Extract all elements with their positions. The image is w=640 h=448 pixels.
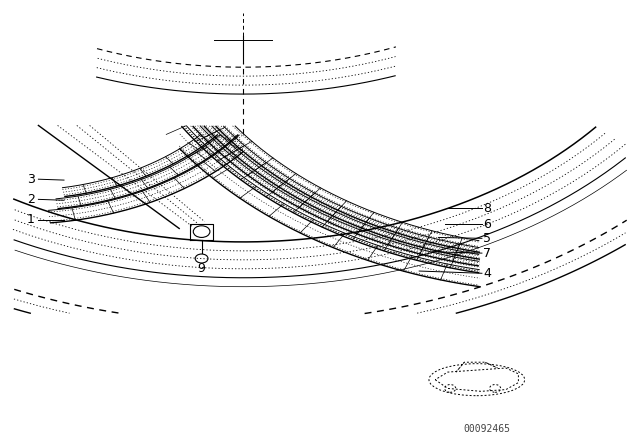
Text: 3: 3: [27, 172, 35, 186]
Text: 5: 5: [483, 232, 492, 245]
Text: 7: 7: [483, 246, 492, 260]
Text: 1: 1: [27, 213, 35, 226]
Text: 9: 9: [198, 262, 205, 276]
Text: 00092465: 00092465: [463, 424, 510, 434]
Text: 4: 4: [483, 267, 491, 280]
Text: 8: 8: [483, 202, 492, 215]
Text: 2: 2: [27, 193, 35, 206]
Text: 6: 6: [483, 217, 491, 231]
